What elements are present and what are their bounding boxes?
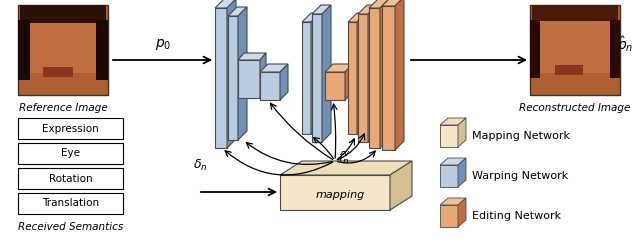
Bar bbox=[18, 193, 123, 214]
Polygon shape bbox=[380, 0, 389, 148]
Bar bbox=[20, 5, 106, 27]
Bar bbox=[96, 20, 108, 80]
Polygon shape bbox=[302, 13, 320, 22]
Polygon shape bbox=[238, 60, 260, 98]
Polygon shape bbox=[260, 64, 288, 72]
Polygon shape bbox=[458, 158, 466, 187]
Text: Translation: Translation bbox=[42, 198, 99, 208]
Polygon shape bbox=[357, 13, 366, 134]
Text: Rotation: Rotation bbox=[48, 174, 93, 184]
Polygon shape bbox=[369, 0, 389, 8]
Polygon shape bbox=[440, 118, 466, 125]
Polygon shape bbox=[325, 64, 353, 72]
Text: mapping: mapping bbox=[315, 190, 365, 200]
Polygon shape bbox=[238, 7, 247, 140]
Polygon shape bbox=[228, 7, 247, 16]
Polygon shape bbox=[369, 8, 380, 148]
Polygon shape bbox=[382, 0, 404, 6]
Polygon shape bbox=[368, 5, 377, 142]
Bar bbox=[532, 5, 618, 25]
Polygon shape bbox=[440, 158, 466, 165]
Bar bbox=[555, 65, 583, 75]
Polygon shape bbox=[311, 13, 320, 134]
Polygon shape bbox=[348, 22, 357, 134]
Polygon shape bbox=[215, 8, 227, 148]
Polygon shape bbox=[280, 175, 390, 210]
Text: Warping Network: Warping Network bbox=[472, 171, 568, 181]
Text: Eye: Eye bbox=[61, 148, 80, 158]
Polygon shape bbox=[228, 16, 238, 140]
Polygon shape bbox=[440, 205, 458, 227]
Polygon shape bbox=[227, 0, 236, 148]
Polygon shape bbox=[280, 64, 288, 100]
Bar bbox=[538, 21, 612, 73]
Bar bbox=[530, 5, 620, 95]
Polygon shape bbox=[312, 5, 331, 14]
Polygon shape bbox=[440, 125, 458, 147]
Text: Received Semantics: Received Semantics bbox=[18, 222, 123, 232]
Polygon shape bbox=[458, 198, 466, 227]
Bar bbox=[26, 23, 100, 73]
Polygon shape bbox=[348, 13, 366, 22]
Bar bbox=[18, 118, 123, 139]
Polygon shape bbox=[238, 53, 266, 60]
Polygon shape bbox=[215, 0, 236, 8]
Bar bbox=[18, 168, 123, 189]
Polygon shape bbox=[260, 53, 266, 98]
Polygon shape bbox=[358, 5, 377, 14]
Polygon shape bbox=[458, 118, 466, 147]
Polygon shape bbox=[440, 165, 458, 187]
Polygon shape bbox=[440, 198, 466, 205]
Text: Reconstructed Image: Reconstructed Image bbox=[519, 103, 631, 113]
Polygon shape bbox=[395, 0, 404, 150]
Bar bbox=[43, 67, 73, 77]
Polygon shape bbox=[325, 72, 345, 100]
Polygon shape bbox=[382, 6, 395, 150]
Polygon shape bbox=[390, 161, 412, 210]
Polygon shape bbox=[322, 5, 331, 142]
Polygon shape bbox=[358, 14, 368, 142]
Polygon shape bbox=[345, 64, 353, 100]
Text: Editing Network: Editing Network bbox=[472, 211, 561, 221]
Bar bbox=[18, 143, 123, 164]
Text: $\hat{p}_n$: $\hat{p}_n$ bbox=[617, 35, 634, 55]
Bar bbox=[530, 20, 540, 78]
Polygon shape bbox=[302, 22, 311, 134]
Text: $p_0$: $p_0$ bbox=[155, 38, 171, 52]
Text: Reference Image: Reference Image bbox=[19, 103, 107, 113]
Polygon shape bbox=[312, 14, 322, 142]
Text: $f_n^v$: $f_n^v$ bbox=[338, 149, 351, 167]
Polygon shape bbox=[260, 72, 280, 100]
Text: Expression: Expression bbox=[42, 124, 99, 134]
Bar bbox=[610, 20, 620, 78]
Polygon shape bbox=[280, 161, 412, 175]
Text: $\delta_n$: $\delta_n$ bbox=[193, 158, 207, 172]
Bar bbox=[18, 20, 30, 80]
Bar bbox=[18, 5, 108, 95]
Text: Mapping Network: Mapping Network bbox=[472, 131, 570, 141]
